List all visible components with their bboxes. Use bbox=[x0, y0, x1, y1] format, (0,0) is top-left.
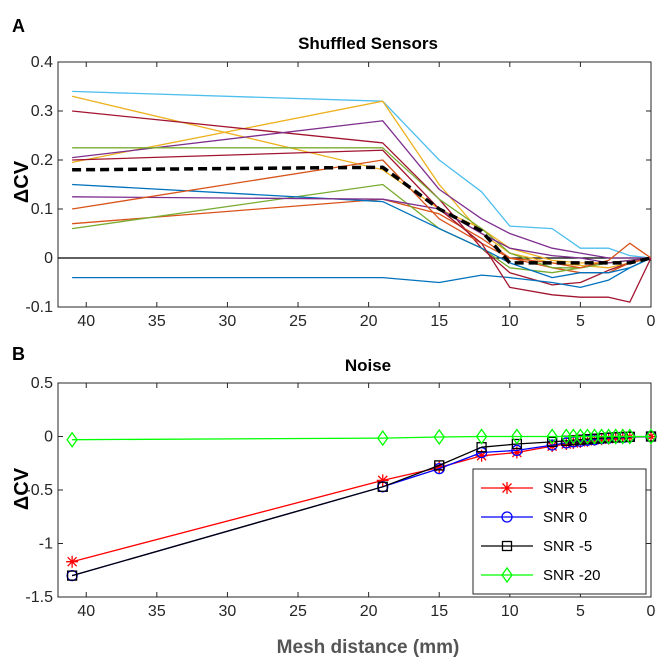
panel-a-series-line bbox=[72, 165, 652, 265]
panel-a-xtick-label: 0 bbox=[647, 313, 656, 330]
panel-a-xtick-label: 5 bbox=[576, 313, 585, 330]
panel-a-ytick-label: -0.1 bbox=[25, 299, 53, 316]
panel-b-point bbox=[475, 449, 488, 462]
panel-b-letter: B bbox=[12, 344, 25, 364]
panel-a-ytick-label: 0.1 bbox=[31, 201, 53, 218]
legend-swatch-marker bbox=[501, 511, 513, 523]
panel-b-point bbox=[433, 428, 446, 446]
panel-b-point bbox=[66, 570, 78, 581]
legend-entry-label: SNR -5 bbox=[543, 538, 592, 555]
panel-b-xtick-label: 20 bbox=[360, 603, 378, 620]
panel-b-point bbox=[376, 474, 389, 487]
panel-a-title: Shuffled Sensors bbox=[298, 34, 438, 53]
panel-a-letter: A bbox=[12, 16, 25, 36]
panel-b-xtick-label: 35 bbox=[148, 603, 166, 620]
panel-b-ytick-label: -0.5 bbox=[25, 482, 53, 499]
legend-entry-label: SNR 5 bbox=[543, 480, 587, 497]
panel-a-series-line bbox=[71, 159, 652, 269]
panel-b-point bbox=[434, 460, 445, 471]
panel-a-ytick-label: 0.3 bbox=[31, 103, 53, 120]
panel-a-series-line bbox=[71, 100, 652, 269]
legend-swatch-marker bbox=[501, 566, 513, 584]
panel-b-ytick-label: 0.5 bbox=[31, 375, 53, 392]
panel-a-ytick-label: 0 bbox=[44, 250, 53, 267]
panel-b-point bbox=[511, 428, 523, 445]
panel-b-xtick-label: 0 bbox=[647, 603, 656, 620]
panel-b-point bbox=[511, 444, 523, 457]
panel-b-xtick-label: 5 bbox=[576, 603, 585, 620]
panel-a-xtick-label: 35 bbox=[148, 313, 166, 330]
panel-a-series-line bbox=[72, 183, 652, 279]
panel-a-ylabel: ΔCV bbox=[11, 160, 33, 203]
panel-a-xtick-label: 10 bbox=[501, 313, 519, 330]
panel-b-xtick-label: 40 bbox=[77, 603, 95, 620]
panel-b-ytick-label: 0 bbox=[44, 429, 53, 446]
panel-b-point bbox=[376, 429, 389, 447]
panel-a-ytick-label: 0.2 bbox=[31, 152, 53, 169]
panel-b-point bbox=[433, 461, 446, 474]
panel-a-series-line bbox=[72, 149, 652, 303]
panel-a-series-line bbox=[72, 110, 652, 286]
panel-b-point bbox=[66, 431, 78, 448]
panel-b-ytick-label: -1.5 bbox=[25, 589, 53, 606]
panel-b-point bbox=[547, 436, 558, 448]
panel-b-xtick-label: 15 bbox=[430, 603, 448, 620]
panel-b-xtick-label: 25 bbox=[289, 603, 307, 620]
legend-entry-label: SNR 0 bbox=[543, 509, 587, 526]
panel-b-point bbox=[377, 481, 388, 492]
panel-b-point bbox=[546, 428, 558, 445]
panel-b-point bbox=[66, 555, 79, 568]
panel-a-ytick-label: 0.4 bbox=[31, 54, 53, 71]
panel-a-series-line bbox=[72, 120, 651, 259]
panel-a-xtick-label: 30 bbox=[219, 313, 237, 330]
panel-b-title: Noise bbox=[345, 356, 391, 375]
legend-entry-label: SNR -20 bbox=[543, 567, 601, 584]
panel-a-xtick-label: 40 bbox=[77, 313, 95, 330]
legend-swatch-marker bbox=[501, 540, 513, 552]
legend-box bbox=[472, 468, 647, 595]
legend-swatch-marker bbox=[501, 482, 513, 494]
panel-b-point bbox=[511, 438, 523, 450]
panel-a-xtick-label: 25 bbox=[289, 313, 307, 330]
panel-a-xtick-label: 20 bbox=[360, 313, 378, 330]
panel-b-xtick-label: 30 bbox=[219, 603, 237, 620]
panel-a-xtick-label: 15 bbox=[430, 313, 448, 330]
panel-b-xtick-label: 10 bbox=[501, 603, 519, 620]
panel-b-ytick-label: -1 bbox=[39, 536, 53, 553]
panel-b-point bbox=[510, 446, 523, 459]
panel-a-series-line bbox=[72, 257, 652, 289]
panel-b-point bbox=[475, 428, 488, 445]
panel-a-plot: 40 35 30 25 20 15 10 5 0 -0.1 0 0.1 0.2 0.3 0.4 bbox=[25, 54, 655, 330]
panel-b-point bbox=[645, 428, 657, 445]
panel-b-point bbox=[624, 428, 636, 445]
panel-a-axes-box bbox=[57, 61, 652, 308]
panel-b-ylabel: ΔCV bbox=[11, 467, 33, 510]
panel-b-plot: 40 35 30 25 20 15 10 5 0 -1.5 -1 -0.5 0 0.5 SNR 5 SNR 0… bbox=[25, 375, 657, 620]
x-axis-label: Mesh distance (mm) bbox=[277, 637, 460, 658]
